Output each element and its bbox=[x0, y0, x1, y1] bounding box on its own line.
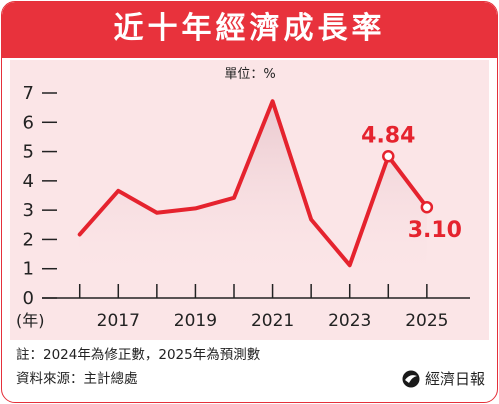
y-tick-label: 0 bbox=[23, 288, 34, 309]
y-tick-label: 4 bbox=[23, 171, 34, 192]
series-points bbox=[382, 150, 434, 214]
y-tick-label: 2 bbox=[23, 229, 34, 250]
x-axis-label: (年) bbox=[16, 311, 45, 330]
y-tick-label: 1 bbox=[23, 259, 34, 280]
x-tick-label: 2017 bbox=[97, 311, 140, 331]
x-tick-label: 2021 bbox=[251, 311, 294, 331]
brand: 經濟日報 bbox=[401, 369, 485, 389]
data-label: 3.10 bbox=[408, 218, 462, 243]
data-point bbox=[382, 150, 395, 163]
y-tick-label: 6 bbox=[23, 112, 34, 133]
x-axis: 2017 2019 2021 2023 2025 (年) bbox=[16, 284, 470, 331]
unit-label: 單位：% bbox=[224, 67, 275, 82]
series-line bbox=[77, 99, 429, 268]
data-point bbox=[420, 200, 434, 214]
y-tick-label: 3 bbox=[23, 200, 34, 221]
x-tick-label: 2019 bbox=[174, 311, 217, 331]
footnote: 註：2024年為修正數，2025年為預測數 bbox=[16, 347, 261, 363]
annotations: 4.84 3.10 bbox=[361, 123, 462, 243]
y-axis: 0 1 2 3 4 5 6 7 bbox=[23, 83, 57, 309]
series-area bbox=[79, 101, 427, 270]
y-tick-label: 7 bbox=[23, 83, 34, 104]
source-note: 資料來源：主計總處 bbox=[16, 371, 138, 387]
chart-title: 近十年經濟成長率 bbox=[113, 11, 386, 46]
x-tick-label: 2023 bbox=[328, 311, 371, 331]
brand-logo-icon bbox=[402, 370, 420, 388]
brand-name: 經濟日報 bbox=[424, 370, 485, 388]
data-label: 4.84 bbox=[361, 123, 415, 148]
x-tick-label: 2025 bbox=[405, 311, 448, 331]
y-tick-label: 5 bbox=[23, 142, 34, 163]
title-bar: 近十年經濟成長率 bbox=[2, 2, 497, 58]
